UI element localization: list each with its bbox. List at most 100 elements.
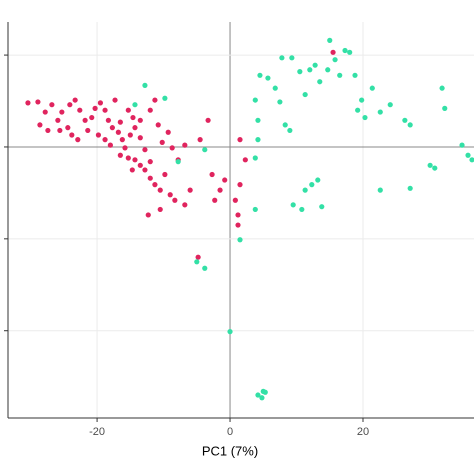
point: [89, 114, 95, 121]
point: [107, 142, 113, 148]
point: [67, 102, 73, 108]
point: [319, 204, 325, 210]
point: [442, 105, 448, 111]
x-axis-label: PC1 (7%): [202, 443, 258, 458]
point: [165, 129, 171, 135]
point: [302, 91, 308, 98]
point: [125, 107, 131, 113]
point: [352, 72, 358, 78]
point: [142, 82, 148, 88]
point: [302, 187, 308, 193]
point: [35, 99, 41, 105]
point: [75, 137, 81, 143]
point: [290, 202, 296, 208]
point: [25, 100, 31, 106]
point: [342, 47, 348, 54]
point: [49, 102, 55, 108]
point: [272, 85, 278, 91]
point: [195, 254, 201, 260]
point: [432, 165, 438, 171]
point: [369, 85, 375, 91]
point: [325, 67, 331, 73]
point: [125, 155, 131, 161]
point: [119, 137, 125, 143]
point: [167, 192, 173, 198]
point: [194, 259, 200, 265]
point: [112, 97, 118, 103]
point: [252, 206, 258, 213]
point: [362, 114, 368, 121]
point: [182, 202, 188, 208]
point: [127, 132, 133, 138]
point: [307, 67, 313, 73]
point: [252, 97, 258, 103]
point: [217, 187, 223, 193]
point: [289, 55, 295, 61]
point: [109, 125, 115, 131]
point: [155, 122, 161, 128]
point: [387, 102, 393, 108]
point: [260, 388, 266, 394]
point: [175, 159, 181, 165]
point: [137, 117, 143, 123]
point: [227, 329, 233, 335]
point: [159, 139, 165, 145]
point: [147, 107, 153, 113]
point: [235, 222, 241, 228]
point: [297, 69, 303, 75]
point: [377, 187, 383, 193]
point: [237, 237, 243, 243]
point: [237, 137, 243, 143]
point: [282, 122, 288, 128]
point: [97, 100, 104, 106]
point: [77, 107, 83, 113]
point: [137, 135, 143, 141]
point: [347, 49, 353, 55]
point: [277, 99, 283, 105]
point: [259, 395, 265, 401]
point: [232, 197, 238, 203]
point: [69, 132, 75, 138]
point: [332, 57, 338, 63]
point: [132, 102, 138, 108]
point: [242, 157, 248, 163]
point: [147, 159, 153, 165]
point: [57, 127, 63, 134]
point: [402, 117, 408, 123]
point: [439, 85, 445, 91]
point: [359, 97, 365, 103]
point: [287, 127, 293, 134]
point: [130, 114, 136, 121]
point: [255, 137, 261, 143]
point: [162, 95, 168, 101]
point: [95, 132, 102, 138]
point: [355, 107, 361, 113]
point: [85, 127, 91, 134]
point: [252, 155, 258, 161]
point: [407, 122, 413, 128]
point: [279, 55, 285, 61]
point: [257, 72, 263, 78]
point: [59, 109, 65, 115]
point: [427, 162, 433, 168]
point: [152, 97, 158, 103]
point: [235, 212, 241, 218]
point: [147, 175, 153, 181]
point: [330, 49, 336, 55]
point: [82, 117, 88, 123]
point: [337, 72, 343, 78]
point: [65, 125, 71, 131]
point: [312, 62, 318, 68]
point: [222, 177, 228, 183]
point: [42, 109, 48, 115]
x-tick-label: 20: [357, 426, 369, 438]
point: [145, 212, 151, 218]
point: [137, 162, 143, 168]
point: [469, 157, 474, 163]
point: [102, 107, 108, 113]
point: [152, 182, 158, 188]
point: [212, 197, 218, 203]
x-tick-label: -20: [89, 426, 105, 438]
